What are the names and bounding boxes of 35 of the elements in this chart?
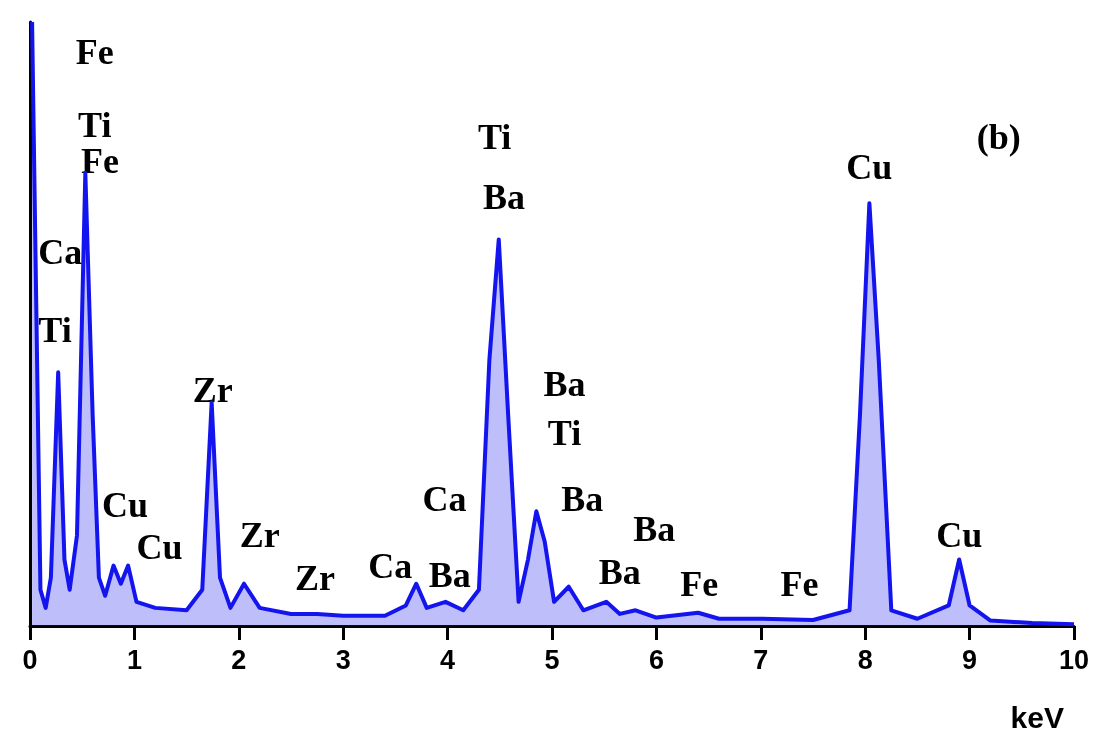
x-tick-label: 1 [126, 644, 142, 675]
x-tick-label: 0 [22, 644, 38, 675]
x-tick-label: 7 [753, 644, 769, 675]
x-tick-label: 5 [544, 644, 560, 675]
annotation: Ba [428, 554, 471, 595]
annotation: Ba [598, 551, 641, 592]
x-tick-label: 6 [648, 644, 664, 675]
x-tick-label: 2 [231, 644, 247, 675]
annotation: Ba [543, 364, 586, 405]
annotation: (b) [976, 116, 1021, 157]
annotation: Ca [38, 231, 83, 272]
annotation: Cu [936, 515, 983, 556]
annotation: Ti [477, 116, 512, 157]
annotation: Ba [561, 479, 604, 520]
annotation: Ca [422, 479, 467, 520]
x-axis-title: keV [1010, 700, 1065, 734]
annotation: Ti [38, 310, 72, 351]
annotation: Zr [295, 557, 336, 598]
annotation: Ba [633, 509, 676, 550]
annotation: Fe [75, 32, 114, 73]
annotation: Zr [192, 370, 233, 411]
x-tick-label: 8 [857, 644, 873, 675]
annotation: Ba [482, 177, 525, 218]
annotation: Ti [547, 412, 582, 453]
annotation: Cu [136, 527, 183, 568]
x-tick-label: 3 [335, 644, 351, 675]
annotation: Fe [780, 563, 819, 604]
annotation: Fe [680, 563, 719, 604]
annotation: Cu [101, 485, 149, 526]
annotation: Cu [846, 146, 893, 187]
annotation: Zr [239, 515, 280, 556]
x-tick-label: 4 [440, 644, 456, 675]
x-tick-label: 9 [962, 644, 978, 675]
annotation: Ca [368, 545, 413, 586]
x-tick-label: 10 [1058, 644, 1090, 675]
